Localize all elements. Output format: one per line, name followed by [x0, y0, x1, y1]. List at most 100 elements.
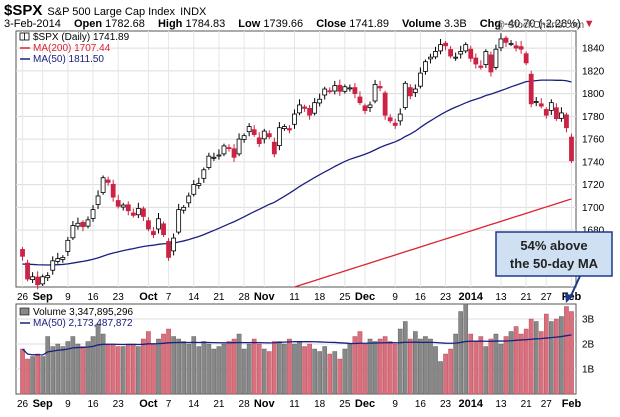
price-y-ticks: 1680 1700 1720 1740 1760 1780 1800 1820 1840: [582, 44, 605, 237]
candle: [266, 130, 272, 140]
volume-y-tick: 2B: [582, 340, 595, 351]
candle: [186, 192, 192, 208]
candle: [65, 236, 71, 256]
price-grid: [16, 31, 576, 287]
volume-bar: [251, 338, 257, 395]
legend-volume: Volume 3,347,895,296: [33, 307, 134, 318]
volume-x-tick: 18: [314, 399, 326, 410]
volume-x-tick: Feb: [562, 398, 582, 410]
candle: [523, 51, 529, 66]
candle: [276, 122, 282, 151]
volume-bar: [438, 361, 443, 395]
volume-bar: [287, 338, 292, 395]
legend-price: $SPX (Daily) 1741.89: [33, 32, 130, 43]
candle: [443, 40, 448, 51]
volume-bar: [543, 313, 549, 395]
volume-bar: [277, 341, 282, 395]
candle: [95, 190, 101, 210]
candle: [357, 91, 363, 105]
price-x-tick: 28: [239, 292, 251, 303]
volume-bar: [141, 338, 146, 395]
volume-bar: [397, 328, 403, 395]
candle: [342, 84, 348, 94]
candle: [528, 70, 534, 108]
candle: [513, 41, 519, 52]
ma200-path: [294, 198, 572, 288]
candle: [322, 86, 328, 100]
price-x-tick: 14: [188, 292, 200, 303]
volume-x-tick: 27: [541, 399, 553, 410]
volume-bar: [362, 343, 368, 395]
candle: [312, 98, 318, 116]
candle: [55, 252, 61, 264]
volume-bar: [478, 336, 484, 395]
price-x-tick: 2014: [459, 291, 484, 303]
volume-bar: [85, 341, 91, 395]
volume-bar: [40, 356, 45, 395]
candle: [110, 179, 116, 202]
quote-date: 3-Feb-2014: [4, 18, 61, 30]
volume-bars: [20, 303, 574, 395]
volume-bar: [241, 348, 247, 395]
chg-down-arrow-icon: ▼: [583, 18, 595, 30]
volume-x-tick: 9: [392, 399, 398, 410]
open-label: Open: [73, 18, 103, 30]
volume-x-tick: 11: [289, 399, 300, 410]
candle: [402, 81, 408, 110]
candle: [559, 107, 564, 122]
price-x-tick: 11: [289, 292, 300, 303]
index-name: S&P 500 Large Cap Index: [47, 6, 176, 18]
volume-bar: [171, 336, 176, 395]
volume-x-tick: 26: [17, 399, 29, 410]
candle: [40, 274, 46, 287]
volume-bar: [554, 318, 559, 395]
candle: [448, 46, 454, 59]
candle: [125, 201, 131, 216]
volume-bar: [161, 333, 166, 395]
volume-x-ticks: 26 Sep 9 16 23 Oct 7 14 21 28 Nov 11 18 25 Dec 9 16 23 201…: [17, 398, 582, 410]
volume-x-tick: 7: [166, 399, 172, 410]
volume-bar: [20, 348, 25, 395]
callout-line2: the 50-day MA: [510, 256, 599, 271]
candle: [468, 45, 474, 62]
volume-bar: [408, 338, 413, 395]
candle: [412, 84, 418, 97]
volume-bar: [528, 318, 534, 395]
volume-x-tick: 16: [87, 399, 99, 410]
price-x-tick: Sep: [33, 291, 53, 303]
close-label: Close: [316, 18, 347, 30]
volume-bar: [387, 341, 393, 395]
candle: [372, 79, 378, 104]
price-y-tick: 1700: [582, 203, 605, 214]
chg-label: Chg: [479, 18, 502, 30]
candle: [261, 128, 267, 144]
candle: [564, 112, 569, 133]
price-y-tick: 1840: [582, 44, 605, 55]
candle: [327, 87, 333, 94]
candle: [156, 213, 161, 234]
candle: [569, 133, 574, 163]
open-value: 1782.68: [105, 18, 145, 30]
volume-y-tick: 3B: [582, 315, 595, 326]
price-x-tick: Dec: [355, 291, 375, 303]
volume-bar: [493, 333, 499, 395]
candle: [367, 101, 373, 113]
candle: [206, 152, 212, 170]
price-x-ticks: 26 Sep 9 16 23 Oct 7 14 21 28 Nov 11 18 25 Dec 9 16 23 201…: [17, 291, 582, 303]
volume-bar: [413, 331, 418, 395]
candle: [171, 233, 177, 256]
candle: [226, 144, 232, 152]
candle: [407, 84, 413, 100]
volume-x-tick: 21: [521, 399, 533, 410]
volume-bar: [508, 331, 514, 395]
price-legend: $SPX (Daily) 1741.89 MA(200) 1707.44 MA(…: [19, 32, 130, 65]
candle: [553, 103, 559, 121]
price-x-tick: 16: [415, 292, 427, 303]
candle: [493, 44, 499, 70]
candle: [236, 133, 242, 157]
high-value: 1784.83: [185, 18, 226, 30]
candle: [433, 46, 438, 60]
candle: [105, 176, 111, 186]
volume-x-tick: 16: [415, 399, 427, 410]
candle: [533, 96, 539, 107]
